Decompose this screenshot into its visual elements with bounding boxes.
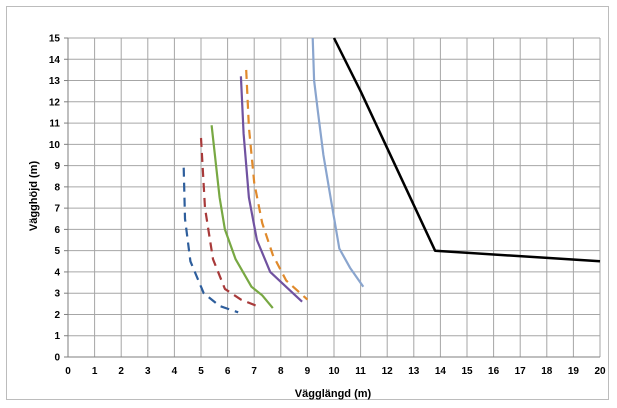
x-tick-label: 14 xyxy=(435,366,447,377)
x-tick-label: 16 xyxy=(488,366,500,377)
y-tick-label: 8 xyxy=(54,182,60,193)
y-tick-label: 5 xyxy=(54,246,60,257)
y-tick-label: 2 xyxy=(54,310,60,321)
series-line-3 xyxy=(212,125,273,308)
y-tick-label: 3 xyxy=(54,289,60,300)
y-tick-label: 9 xyxy=(54,161,60,172)
y-tick-label: 7 xyxy=(54,204,60,215)
y-tick-label: 11 xyxy=(49,119,60,130)
x-tick-label: 5 xyxy=(198,366,204,377)
x-tick-label: 18 xyxy=(541,366,553,377)
series-line-6 xyxy=(313,38,364,287)
axis-layer xyxy=(64,38,600,357)
x-tick-label: 4 xyxy=(172,366,178,377)
x-tick-label: 12 xyxy=(382,366,394,377)
y-tick-label: 13 xyxy=(49,76,61,87)
label-layer: 0 1 2 3 4 5 6 7 8 9 10 11 12 13 14 15 16 17 18 19 2001234567… xyxy=(49,34,606,378)
series-line-4 xyxy=(241,76,302,301)
y-tick-label: 14 xyxy=(49,55,61,66)
y-tick-label: 12 xyxy=(49,97,61,108)
x-tick-label: 10 xyxy=(328,366,340,377)
y-tick-label: 0 xyxy=(54,353,60,364)
y-axis-title: Vägghöjd (m) xyxy=(28,161,40,232)
x-tick-label: 0 xyxy=(65,366,71,377)
grid-layer xyxy=(68,38,600,357)
x-tick-label: 17 xyxy=(515,366,527,377)
y-tick-label: 4 xyxy=(54,267,60,278)
series-line-1 xyxy=(184,168,239,313)
y-tick-label: 15 xyxy=(49,34,61,45)
series-layer xyxy=(184,38,600,312)
x-tick-label: 8 xyxy=(278,366,284,377)
x-tick-label: 9 xyxy=(305,366,311,377)
series-line-5 xyxy=(246,70,307,300)
x-tick-label: 13 xyxy=(408,366,420,377)
x-tick-label: 3 xyxy=(145,366,151,377)
x-tick-label: 1 xyxy=(92,366,98,377)
x-tick-label: 2 xyxy=(118,366,124,377)
x-tick-label: 19 xyxy=(568,366,580,377)
x-axis-title: Vägglängd (m) xyxy=(295,388,372,400)
x-tick-label: 7 xyxy=(251,366,257,377)
y-tick-label: 10 xyxy=(49,140,61,151)
y-tick-label: 1 xyxy=(54,331,60,342)
x-tick-label: 20 xyxy=(594,366,606,377)
x-tick-label: 11 xyxy=(355,366,366,377)
x-tick-label: 15 xyxy=(461,366,473,377)
y-tick-label: 6 xyxy=(54,225,60,236)
x-tick-label: 6 xyxy=(225,366,231,377)
